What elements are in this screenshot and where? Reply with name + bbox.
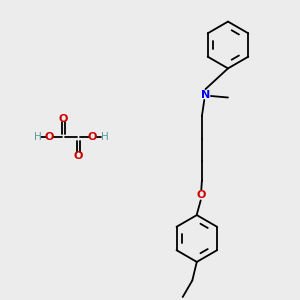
Text: O: O bbox=[88, 132, 97, 142]
Text: H: H bbox=[100, 132, 108, 142]
Text: H: H bbox=[34, 132, 41, 142]
Text: N: N bbox=[201, 89, 210, 100]
Text: O: O bbox=[196, 190, 206, 200]
Text: O: O bbox=[45, 132, 54, 142]
Text: O: O bbox=[59, 114, 68, 124]
Text: O: O bbox=[74, 151, 83, 161]
